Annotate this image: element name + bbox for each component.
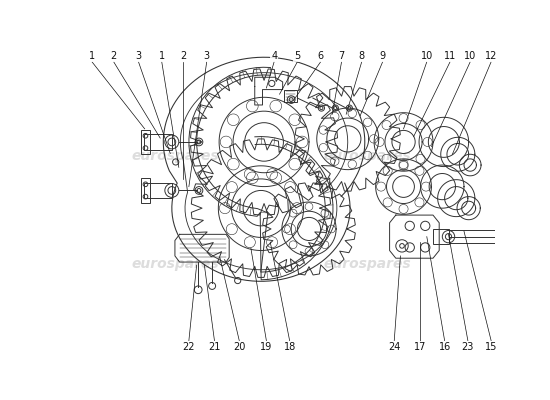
Text: 19: 19 [260, 342, 272, 352]
Text: 3: 3 [204, 51, 210, 61]
Text: 21: 21 [208, 342, 221, 352]
Text: eurospares: eurospares [323, 149, 411, 163]
Text: 7: 7 [338, 51, 345, 61]
Bar [433, 229, 448, 244]
Text: eurospares: eurospares [131, 257, 219, 270]
Text: eurospares: eurospares [323, 257, 411, 270]
Bar [284, 90, 296, 102]
Text: 3: 3 [135, 51, 141, 61]
Text: 24: 24 [388, 342, 400, 352]
Bar [144, 134, 172, 150]
Text: 12: 12 [485, 51, 497, 61]
Text: 23: 23 [461, 342, 474, 352]
Text: 10: 10 [421, 51, 433, 61]
Text: 2: 2 [180, 51, 186, 61]
Text: eurospares: eurospares [131, 149, 219, 163]
Text: 17: 17 [414, 342, 426, 352]
Text: 11: 11 [444, 51, 456, 61]
Text: 16: 16 [438, 342, 451, 352]
Text: 10: 10 [464, 51, 476, 61]
Text: 1: 1 [89, 51, 95, 61]
Text: 2: 2 [111, 51, 117, 61]
Text: 1: 1 [159, 51, 165, 61]
Bar [144, 183, 172, 198]
Text: 18: 18 [283, 342, 296, 352]
Text: 9: 9 [379, 51, 386, 61]
Text: 4: 4 [271, 51, 277, 61]
Text: 20: 20 [233, 342, 245, 352]
Text: 5: 5 [294, 51, 300, 61]
Text: 8: 8 [359, 51, 365, 61]
Bar [141, 130, 150, 154]
Text: 15: 15 [485, 342, 497, 352]
Bar [141, 178, 150, 203]
Text: 6: 6 [317, 51, 324, 61]
Text: 22: 22 [183, 342, 195, 352]
